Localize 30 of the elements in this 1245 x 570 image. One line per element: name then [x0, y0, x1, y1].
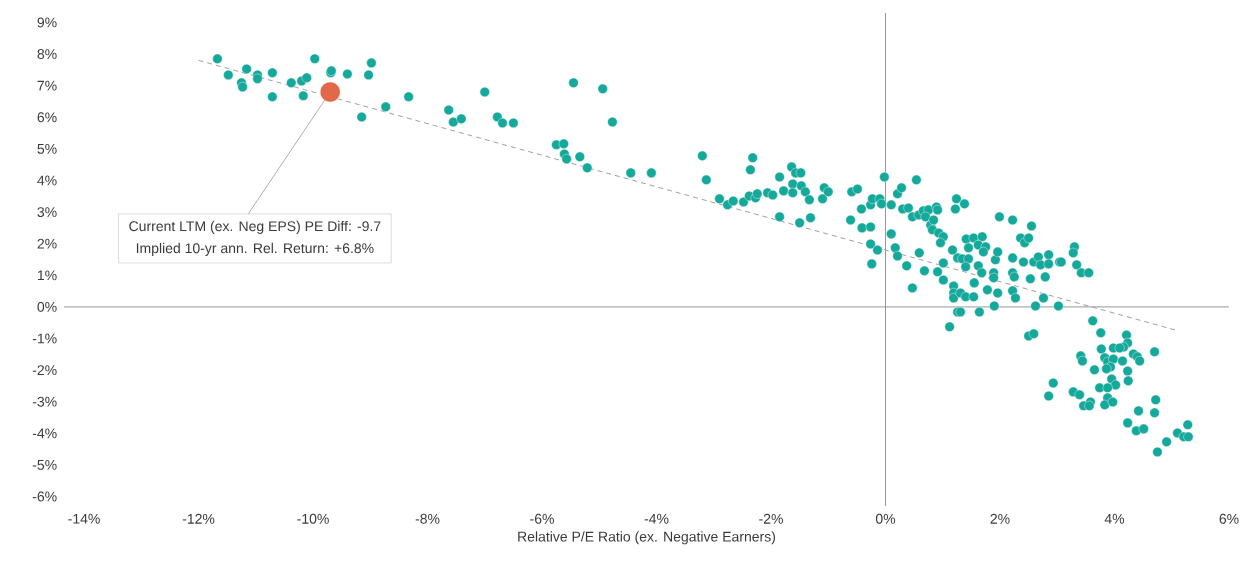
y-tick-label: 4%: [37, 175, 57, 186]
y-tick-label: -1%: [32, 333, 57, 344]
y-tick-label: 1%: [37, 270, 57, 281]
x-tick-label: 4%: [1104, 513, 1125, 524]
y-tick-label: 2%: [37, 238, 57, 249]
y-tick-label: -3%: [32, 396, 57, 407]
x-tick-label: 6%: [1219, 513, 1239, 524]
x-tick-label: -2%: [759, 513, 783, 524]
y-tick-label: 3%: [37, 207, 57, 218]
y-tick-label: 5%: [37, 143, 57, 154]
x-axis-title: Relative P/E Ratio (ex. Negative Earners): [518, 531, 776, 545]
annotation: Implied 10-yr ann. Rel. Return: +6.8%: [136, 242, 374, 256]
x-tick-label: 2%: [990, 513, 1010, 524]
y-tick-label: 7%: [37, 80, 57, 91]
y-tick-label: -4%: [32, 428, 57, 439]
y-tick-label: -5%: [32, 459, 57, 470]
x-tick-label: -6%: [530, 513, 554, 524]
y-tick-label: -6%: [32, 491, 57, 502]
x-tick-label: 0%: [875, 513, 896, 524]
annotation: Current LTM (ex. Neg EPS) PE Diff: -9.7: [129, 220, 381, 234]
y-tick-label: 6%: [37, 112, 57, 123]
x-tick-label: -12%: [182, 513, 215, 524]
y-tick-label: 0%: [37, 301, 57, 312]
y-tick-label: 9%: [37, 17, 57, 28]
x-tick-label: -4%: [644, 513, 669, 524]
x-tick-label: -10%: [297, 513, 329, 524]
x-tick-label: -14%: [68, 513, 100, 524]
y-tick-label: -2%: [32, 365, 57, 376]
y-tick-label: 8%: [37, 49, 57, 60]
x-tick-label: -8%: [415, 513, 440, 524]
